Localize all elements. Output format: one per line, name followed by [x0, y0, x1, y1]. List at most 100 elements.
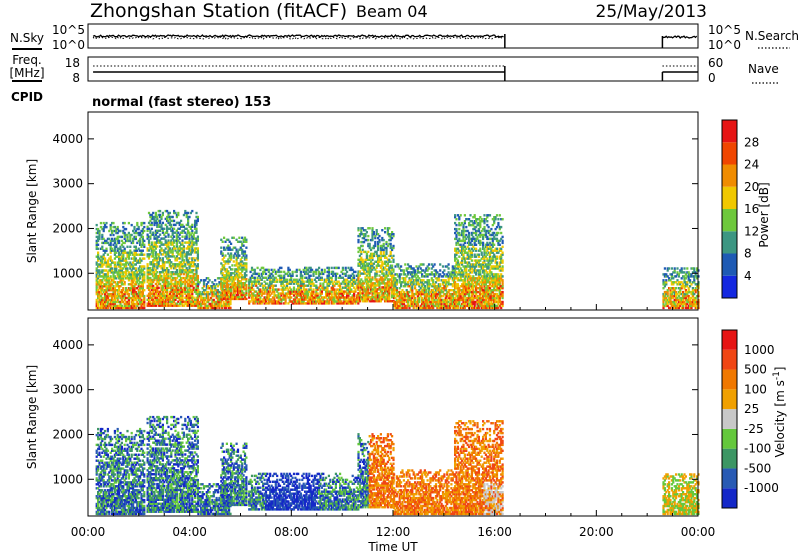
power-cell [180, 282, 183, 286]
power-cell [102, 304, 105, 308]
power-cell [298, 294, 301, 297]
power-cell [167, 284, 170, 288]
power-cell [404, 283, 407, 286]
power-cell [127, 289, 130, 292]
power-cell [462, 257, 465, 260]
power-cell [468, 231, 471, 235]
power-cell [466, 302, 469, 306]
power-cell [163, 251, 166, 254]
power-cell [167, 272, 170, 276]
power-cell [389, 242, 392, 246]
power-cell [167, 253, 170, 256]
power-cell [167, 241, 170, 244]
power-cell [187, 271, 190, 274]
power-cell [194, 247, 197, 250]
power-cell [267, 292, 270, 295]
power-cell [426, 292, 429, 296]
power-cell [164, 280, 167, 284]
power-cell [97, 283, 100, 286]
power-cell [98, 273, 101, 276]
power-cell [192, 286, 195, 290]
power-cell [309, 280, 312, 283]
power-cell [188, 241, 191, 244]
power-cell [350, 298, 353, 301]
power-cell [168, 251, 171, 254]
power-cell [404, 306, 407, 310]
power-cell [454, 298, 457, 302]
power-cell [374, 300, 377, 303]
power-cell [154, 272, 157, 276]
power-cell [113, 239, 116, 243]
power-cell [152, 292, 155, 295]
power-cell [160, 274, 163, 278]
power-cell [130, 223, 133, 227]
power-cell [405, 304, 408, 308]
power-cell [439, 269, 442, 272]
power-cell [384, 254, 387, 258]
power-cell [154, 213, 157, 217]
power-cell [427, 306, 431, 310]
power-cell [187, 304, 190, 307]
power-cell [189, 265, 192, 268]
power-cell [357, 274, 360, 277]
power-cell [181, 247, 184, 250]
power-cell [458, 273, 461, 276]
power-cell [364, 288, 367, 291]
power-cell [153, 271, 156, 274]
power-cell [123, 283, 126, 286]
power-cell [139, 253, 142, 256]
power-cell [391, 296, 394, 299]
power-cell [167, 282, 170, 286]
power-cell [123, 275, 126, 278]
power-cell [450, 304, 453, 308]
power-cell [196, 278, 199, 282]
power-cell [164, 302, 167, 305]
power-cell [153, 267, 156, 270]
power-cell [119, 300, 122, 304]
power-cell [378, 288, 381, 291]
power-cell [312, 296, 315, 299]
power-cell [141, 287, 144, 290]
power-cell [195, 284, 198, 288]
power-cell [187, 259, 190, 262]
power-cell [394, 281, 397, 284]
power-cell [283, 280, 286, 283]
power-cell [400, 296, 403, 300]
power-cell [195, 219, 198, 223]
power-cell [381, 238, 384, 242]
power-cell [469, 275, 472, 278]
power-cell [458, 233, 461, 237]
power-cell [407, 283, 410, 286]
power-cell [402, 273, 405, 276]
power-cell [225, 270, 228, 273]
power-cell [306, 302, 309, 305]
power-cell [225, 282, 228, 285]
power-cell [465, 261, 468, 264]
power-cell [140, 294, 143, 298]
power-cell [388, 268, 391, 271]
power-cell [291, 290, 294, 293]
power-cell [187, 272, 190, 276]
power-cell [175, 294, 178, 297]
power-cell [257, 282, 261, 285]
power-cell [192, 280, 195, 284]
power-cell [157, 290, 160, 294]
power-cell [283, 288, 286, 291]
power-cell [156, 298, 159, 301]
power-cell [411, 302, 414, 306]
power-cell [175, 259, 178, 262]
power-cell [256, 280, 259, 283]
power-cell [177, 282, 180, 286]
power-cell [432, 304, 435, 308]
power-cell [132, 265, 135, 268]
power-cell [109, 223, 112, 227]
power-cell [297, 298, 300, 301]
power-cell [252, 280, 255, 283]
power-cell [157, 298, 160, 301]
power-cell [370, 286, 373, 289]
power-cell [195, 265, 198, 268]
power-cell [395, 298, 398, 302]
power-cell [126, 300, 129, 304]
power-cell [102, 306, 105, 310]
power-cell [195, 278, 198, 282]
